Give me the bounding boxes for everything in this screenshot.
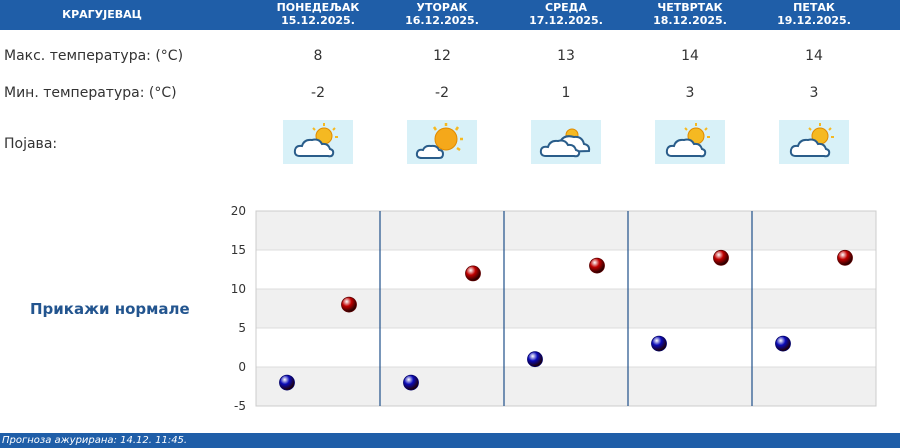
min-temp-value: 1	[561, 85, 571, 101]
min-temp-value: -2	[435, 85, 449, 101]
max-temp-value: 12	[433, 48, 451, 64]
day-name: ЧЕТВРТАК	[657, 1, 723, 14]
max-temp-point	[465, 265, 481, 282]
min-temp-point	[651, 335, 667, 352]
forecast-header: КРАГУЈЕВАЦ ПОНЕДЕЉАК 15.12.2025. УТОРАК …	[0, 0, 900, 30]
show-normals-link[interactable]: Прикажи нормале	[30, 300, 190, 318]
day-date: 16.12.2025.	[405, 14, 479, 27]
min-temp-value: -2	[311, 85, 325, 101]
y-tick-label: 0	[238, 360, 246, 374]
y-tick-label: 20	[231, 204, 246, 218]
day-date: 18.12.2025.	[653, 14, 727, 27]
partly-cloudy-icon	[283, 120, 353, 164]
max-temp-point	[837, 249, 853, 266]
y-tick-label: -5	[234, 399, 246, 413]
day-header-4: ЧЕТВРТАК 18.12.2025.	[628, 1, 752, 27]
max-temp-point	[341, 296, 357, 313]
max-temp-point	[713, 249, 729, 266]
max-temp-point	[589, 257, 605, 274]
max-temp-label: Макс. температура: (°C)	[4, 48, 184, 64]
day-date: 15.12.2025.	[281, 14, 355, 27]
y-tick-label: 10	[231, 282, 246, 296]
day-header-5: ПЕТАК 19.12.2025.	[752, 1, 876, 27]
min-temp-point	[279, 374, 295, 391]
forecast-updated-footer: Прогноза ажурирана: 14.12. 11:45.	[0, 433, 900, 448]
day-header-1: ПОНЕДЕЉАК 15.12.2025.	[256, 1, 380, 27]
plot-frame	[255, 210, 877, 407]
day-name: ПЕТАК	[793, 1, 835, 14]
max-temp-value: 14	[805, 48, 823, 64]
sunny-intervals-icon	[407, 120, 477, 164]
day-name: СРЕДА	[545, 1, 587, 14]
city-name: КРАГУЈЕВАЦ	[62, 8, 142, 21]
min-temp-value: 3	[809, 85, 819, 101]
day-header-2: УТОРАК 16.12.2025.	[380, 1, 504, 27]
day-header-3: СРЕДА 17.12.2025.	[504, 1, 628, 27]
min-temp-point	[403, 374, 419, 391]
chart-band	[256, 211, 876, 250]
min-temp-value: 3	[685, 85, 695, 101]
min-temp-point	[775, 335, 791, 352]
partly-cloudy-icon	[779, 120, 849, 164]
day-date: 17.12.2025.	[529, 14, 603, 27]
chart-band	[256, 367, 876, 406]
max-temp-value: 8	[313, 48, 323, 64]
day-name: УТОРАК	[416, 1, 468, 14]
partly-cloudy-icon	[655, 120, 725, 164]
y-tick-label: 5	[238, 321, 246, 335]
min-temp-point	[527, 351, 543, 368]
min-temp-label: Мин. температура: (°C)	[4, 85, 177, 101]
cloudy-icon	[531, 120, 601, 164]
max-temp-value: 13	[557, 48, 575, 64]
phenomenon-label: Појава:	[4, 136, 58, 152]
max-temp-value: 14	[681, 48, 699, 64]
day-name: ПОНЕДЕЉАК	[276, 1, 360, 14]
day-date: 19.12.2025.	[777, 14, 851, 27]
y-tick-label: 15	[231, 243, 246, 257]
chart-band	[256, 289, 876, 328]
